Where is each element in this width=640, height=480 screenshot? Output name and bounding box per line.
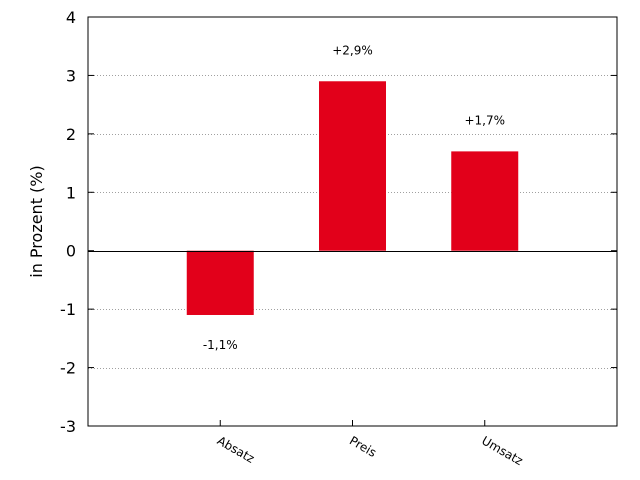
y-tick-label: -1 (60, 300, 76, 319)
y-tick-label: 1 (66, 183, 76, 202)
bar-umsatz (451, 151, 519, 251)
bar-absatz (186, 250, 254, 315)
y-axis-label: in Prozent (%) (27, 165, 46, 277)
y-ticks: -3 -2 -1 0 1 2 3 4 (60, 8, 617, 436)
bars (186, 81, 519, 315)
bar-preis (319, 81, 386, 251)
data-label: +2,9% (332, 43, 373, 57)
y-tick-label: 2 (66, 125, 76, 144)
x-tick-labels: Absatz Preis Umsatz (215, 420, 525, 468)
y-tick-label: 0 (66, 242, 76, 261)
data-labels: -1,1% +2,9% +1,7% (203, 43, 505, 352)
y-tick-label: -3 (60, 417, 76, 436)
x-tick-label: Preis (347, 433, 379, 459)
y-tick-label: -2 (60, 359, 76, 378)
data-label: +1,7% (464, 113, 505, 127)
y-tick-label: 3 (66, 66, 76, 85)
y-tick-label: 4 (66, 8, 76, 27)
x-tick-label: Umsatz (479, 433, 525, 468)
x-tick-label: Absatz (215, 433, 257, 465)
data-label: -1,1% (203, 338, 238, 352)
